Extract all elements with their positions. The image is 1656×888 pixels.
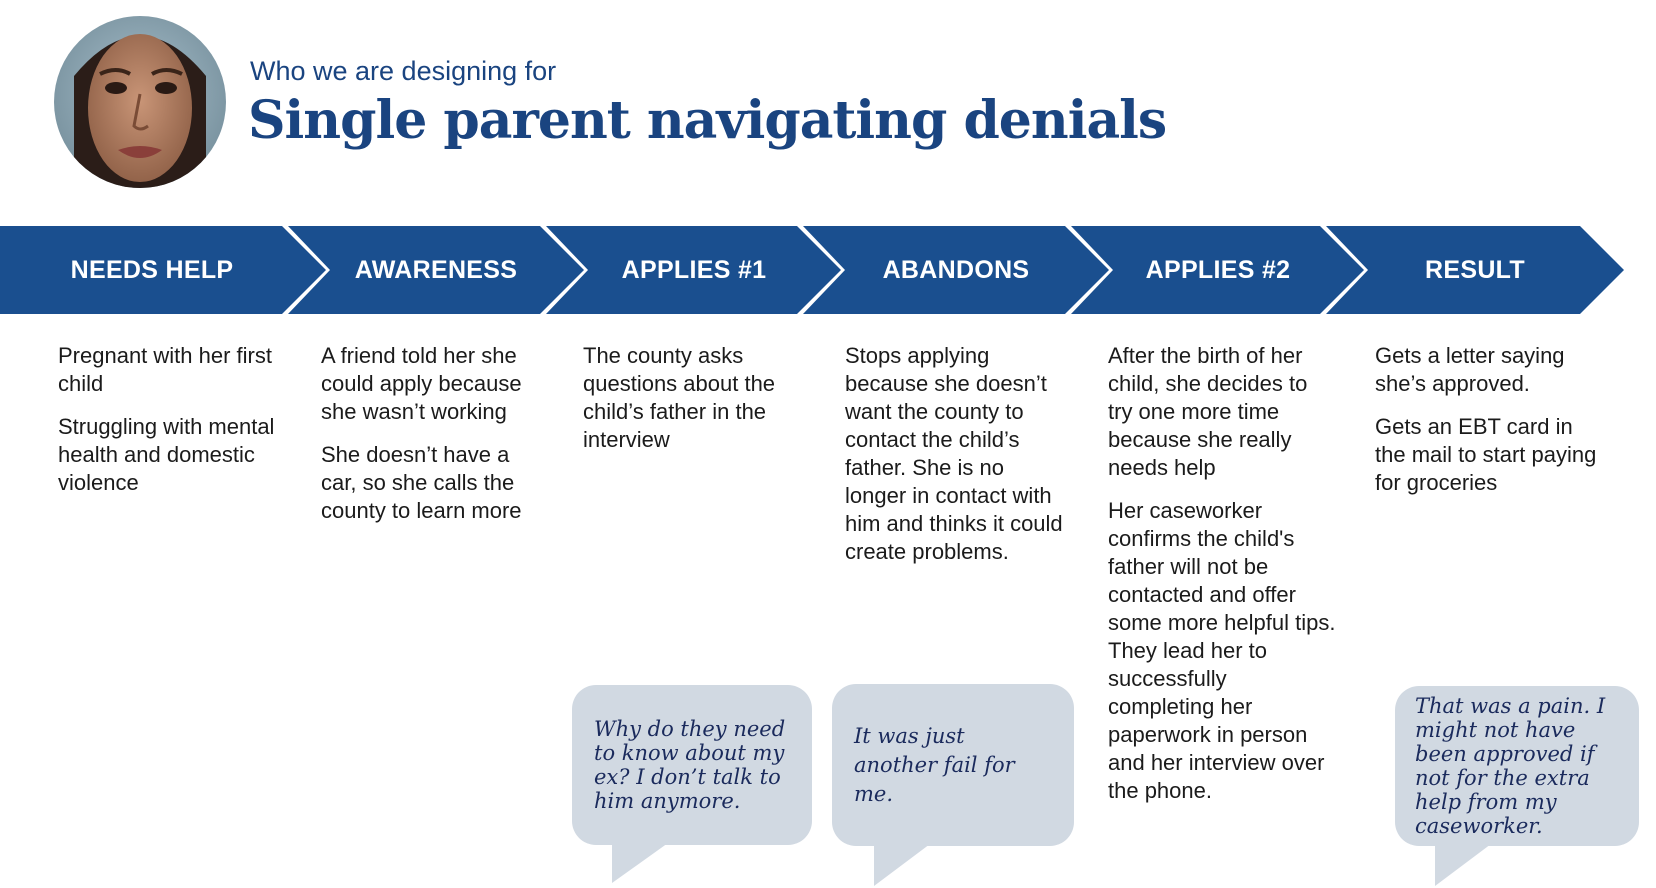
stage-label-awareness: AWARENESS	[354, 256, 518, 284]
stage-detail: Stops applying because she doesn’t want …	[845, 343, 1063, 564]
stage-detail: After the birth of her child, she decide…	[1108, 343, 1308, 480]
stage-label-applies-1: APPLIES #1	[621, 256, 767, 284]
stage-arrow-abandons	[803, 226, 1109, 314]
stage-details-applies-1: The county asks questions about the chil…	[583, 342, 793, 469]
stage-details-needs-help: Pregnant with her first child Struggling…	[58, 342, 278, 512]
persona-title: Single parent navigating denials	[248, 90, 1167, 151]
stage-detail: Pregnant with her first child	[58, 343, 272, 396]
stage-detail: She doesn’t have a car, so she calls the…	[321, 442, 522, 523]
stage-details-result: Gets a letter saying she’s approved. Get…	[1375, 342, 1601, 512]
quote-text: It was just another fail for me.	[854, 723, 1015, 806]
journey-arrow-bar	[0, 226, 1624, 314]
stage-arrow-awareness	[288, 226, 584, 314]
stage-arrow-applies-1	[546, 226, 841, 314]
stage-detail: Struggling with mental health and domest…	[58, 414, 275, 495]
persona-subtitle: Who we are designing for	[250, 56, 557, 86]
stage-label-result: RESULT	[1425, 256, 1525, 284]
stage-detail: The county asks questions about the chil…	[583, 343, 776, 452]
persona-avatar	[54, 16, 226, 188]
stage-label-applies-2: APPLIES #2	[1145, 256, 1291, 284]
quote-tail	[612, 843, 668, 883]
stage-details-applies-2: After the birth of her child, she decide…	[1108, 342, 1336, 820]
persona-portrait	[54, 16, 226, 188]
quote-bubble-abandons: It was just another fail for me.	[832, 684, 1074, 888]
stage-detail: Gets a letter saying she’s approved.	[1375, 343, 1565, 396]
quote-tail	[1435, 844, 1491, 886]
quote-bubble-applies-1: Why do they need to know about my ex? I …	[572, 685, 812, 885]
stage-arrow-applies-2	[1071, 226, 1364, 314]
stage-detail: Gets an EBT card in the mail to start pa…	[1375, 414, 1597, 495]
stage-arrow-result	[1326, 226, 1624, 314]
quote-text: That was a pain. I might not have been a…	[1415, 694, 1606, 838]
stage-arrow-needs-help	[0, 226, 326, 314]
stage-details-abandons: Stops applying because she doesn’t want …	[845, 342, 1070, 581]
stage-details-awareness: A friend told her she could apply becaus…	[321, 342, 549, 540]
quote-tail	[874, 844, 930, 886]
stage-label-abandons: ABANDONS	[882, 256, 1030, 284]
stage-detail: Her caseworker confirms the child's fath…	[1108, 498, 1336, 803]
stage-detail: A friend told her she could apply becaus…	[321, 343, 522, 424]
stage-label-needs-help: NEEDS HELP	[70, 256, 234, 284]
quote-bubble-result: That was a pain. I might not have been a…	[1395, 686, 1639, 888]
quote-text: Why do they need to know about my ex? I …	[594, 717, 786, 813]
